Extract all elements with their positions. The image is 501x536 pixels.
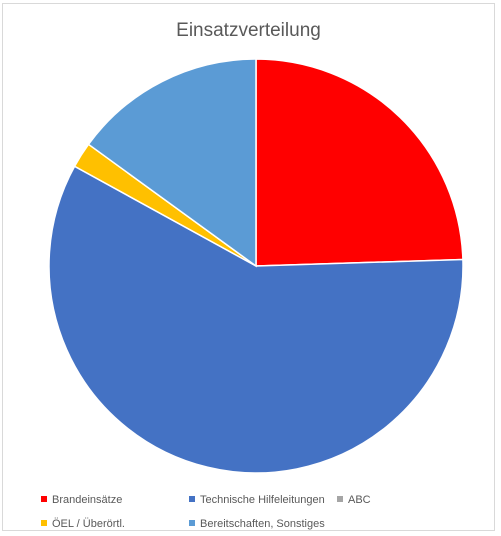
chart-title: Einsatzverteilung <box>176 20 321 41</box>
legend-swatch <box>189 496 195 502</box>
legend-item-oel-ueberoertl: ÖEL / Überörtl. <box>41 518 125 530</box>
legend-swatch <box>189 520 195 526</box>
legend-label: Bereitschaften, Sonstiges <box>200 518 325 530</box>
legend-label: ÖEL / Überörtl. <box>52 518 125 530</box>
legend-item-brandeinsaetze: Brandeinsätze <box>41 494 122 506</box>
pie-slice-1 <box>48 165 464 474</box>
pie-chart <box>48 58 464 474</box>
legend-item-bereitschaften-sonstiges: Bereitschaften, Sonstiges <box>189 518 325 530</box>
legend-item-abc: ABC <box>337 494 371 506</box>
pie-slice-0 <box>255 58 464 267</box>
legend-label: ABC <box>348 494 371 506</box>
pie-slice-4 <box>87 58 257 268</box>
legend-swatch <box>337 496 343 502</box>
legend-item-technische-hilfeleitungen: Technische Hilfeleitungen <box>189 494 325 506</box>
legend-label: Technische Hilfeleitungen <box>200 494 325 506</box>
legend-swatch <box>41 520 47 526</box>
legend-label: Brandeinsätze <box>52 494 123 506</box>
chart-area: Einsatzverteilung Brandeinsätze Technisc… <box>2 3 495 531</box>
legend-swatch <box>41 496 47 502</box>
